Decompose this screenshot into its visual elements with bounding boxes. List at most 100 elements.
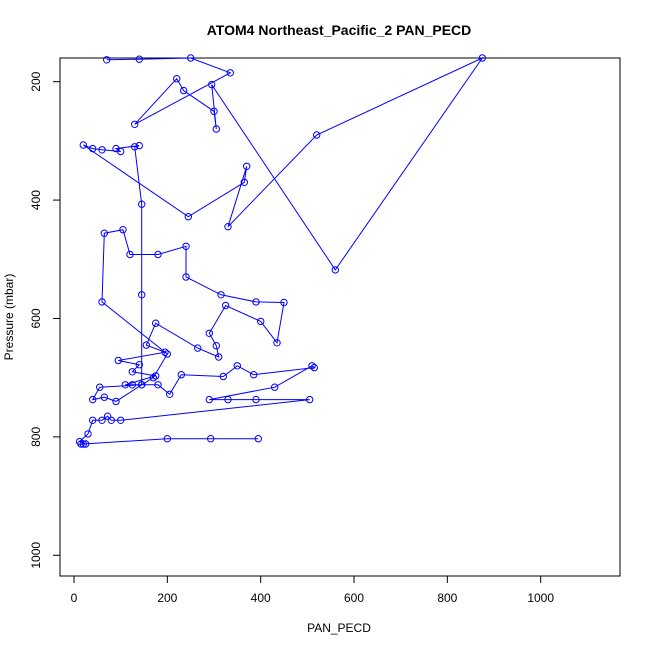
data-point [89,416,97,424]
x-tick-label: 400 [251,591,271,605]
data-point [313,131,321,139]
x-axis: 0 200 400 600 800 1000 [71,576,554,605]
data-point [205,395,214,404]
data-point [161,348,169,356]
data-point [117,416,125,424]
y-tick-label: 600 [29,308,43,328]
x-tick-label: 1000 [527,591,554,605]
data-point [233,362,242,370]
data-point [224,395,232,404]
data-point [100,229,109,237]
data-point [100,393,109,401]
data-point [163,350,172,358]
data-point [135,55,144,63]
data-point [128,368,137,376]
data-point [306,395,314,404]
data-point [128,381,137,389]
y-tick-label: 800 [29,427,43,447]
data-point [217,291,225,299]
data-point [89,395,97,404]
data-point [96,383,104,391]
x-axis-label: PAN_PECD [307,621,371,635]
data-point [163,435,172,443]
data-point [271,383,279,391]
data-point [226,69,235,77]
x-tick-label: 0 [71,591,78,605]
data-point [182,242,190,251]
data-point [224,223,232,231]
data-point [208,80,216,89]
data-point [152,319,160,327]
data-point [310,363,318,372]
data-point [126,250,134,259]
data-point [119,226,127,234]
data-point [173,75,181,83]
x-tick-label: 600 [344,591,364,605]
y-tick-label: 400 [29,190,43,210]
data-point [79,141,88,149]
data-point [138,381,146,389]
data-point [98,416,106,424]
data-point [154,250,162,259]
data-point [135,141,144,150]
data-point [131,143,139,151]
data-point [135,361,144,369]
data-point [194,344,202,352]
plot-frame [59,57,621,577]
data-point [222,301,230,310]
y-axis: 200 400 600 800 1000 [29,71,60,569]
data-point [280,298,288,307]
data-point [478,54,486,62]
x-tick-label: 800 [437,591,457,605]
data-point [210,107,218,116]
data-point [273,339,281,347]
data-point [142,341,151,349]
data-point [207,435,215,443]
data-point [152,372,160,380]
data-point [212,342,221,350]
data-point [138,200,146,208]
y-axis-label: Pressure (mbar) [2,274,16,361]
data-point [98,298,106,306]
data-point [212,125,221,133]
data-point [89,144,97,153]
data-point [121,381,130,389]
data-point [257,317,265,326]
data-point [243,162,251,171]
series-line [78,56,484,445]
data-point [112,397,120,406]
data-point [117,147,125,156]
data-point [107,416,116,424]
data-point [187,54,195,62]
y-tick-label: 1000 [29,542,43,569]
data-point [182,273,190,281]
data-point [154,381,162,389]
data-point [98,146,106,154]
data-point [180,86,188,95]
data-point [138,291,146,299]
data-point [84,430,92,438]
data-point [308,362,316,370]
data-point [250,371,258,379]
data-point [252,298,260,306]
data-point [254,435,262,443]
data-point [240,178,249,187]
data-point [103,56,111,64]
chart-title: ATOM4 Northeast_Pacific_2 PAN_PECD [207,22,472,38]
data-point [177,371,186,379]
data-point [131,120,139,129]
data-point [149,374,158,382]
data-point [166,390,174,398]
data-point [114,356,123,365]
data-point [331,266,339,274]
data-point [252,395,260,404]
data-point [205,329,214,337]
data-point [219,372,228,381]
series-layer [75,54,486,448]
data-point [82,440,90,448]
data-point [79,440,88,448]
data-point [184,213,193,221]
x-tick-label: 200 [157,591,177,605]
data-point [103,412,112,420]
